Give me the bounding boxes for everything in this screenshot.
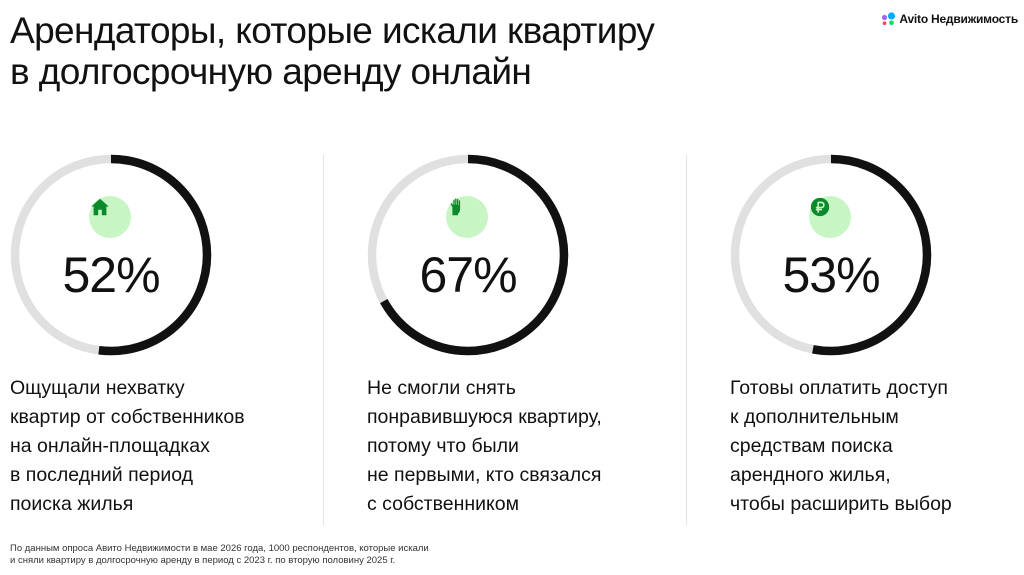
donut-arc-3 (730, 154, 932, 356)
house-icon (91, 198, 109, 216)
logo-brand: Avito (899, 12, 928, 26)
footnote-line-2: и сняли квартиру в долгосрочную аренду в… (10, 555, 396, 566)
stat-3-description: Готовы оплатить доступ к дополнительным … (730, 374, 1024, 519)
avito-logo-icon (882, 12, 896, 26)
footnote: По данным опроса Авито Недвижимости в ма… (10, 543, 429, 567)
donut-arc-1 (10, 154, 212, 356)
stat-1-line-2: квартир от собственников (10, 406, 245, 428)
stat-3-line-3: средствам поиска (730, 435, 893, 457)
stat-2-value: 67% (419, 247, 517, 303)
title-line-1: Арендаторы, которые искали квартиру (10, 10, 655, 51)
stat-1-line-5: поиска жилья (10, 493, 134, 515)
stat-3-line-2: к дополнительным (730, 406, 899, 428)
ruble-icon (810, 197, 830, 217)
page-title: Арендаторы, которые искали квартиру в до… (10, 10, 810, 92)
stat-2-line-2: понравившуюся квартиру, (367, 406, 602, 428)
donut-ring-3: 53% (730, 154, 932, 356)
avito-logo: Avito Недвижимость (880, 12, 1018, 26)
column-divider-2 (686, 155, 687, 525)
stat-2-line-4: не первыми, кто связался (367, 464, 602, 486)
stat-1-line-4: в последний период (10, 464, 194, 486)
footnote-line-1: По данным опроса Авито Недвижимости в ма… (10, 543, 429, 554)
hand-icon (450, 198, 461, 216)
stat-3-value: 53% (782, 247, 880, 303)
stat-3-line-5: чтобы расширить выбор (730, 493, 952, 515)
logo-suffix: Недвижимость (930, 12, 1018, 26)
stat-1-badge (89, 196, 131, 238)
stat-3-line-1: Готовы оплатить доступ (730, 377, 948, 399)
stat-2-badge (446, 196, 488, 238)
donut-ring-2: 67% (367, 154, 569, 356)
column-divider-1 (323, 155, 324, 525)
donut-svg-1 (10, 154, 212, 356)
stat-2-description: Не смогли снять понравившуюся квартиру, … (367, 374, 677, 519)
donut-svg-2 (367, 154, 569, 356)
stat-2-line-3: потому что были (367, 435, 519, 457)
stat-3-badge (809, 196, 851, 238)
donut-ring-1: 52% (10, 154, 212, 356)
stat-2-line-1: Не смогли снять (367, 377, 516, 399)
stat-2-line-5: с собственником (367, 493, 520, 515)
donut-svg-3 (730, 154, 932, 356)
stat-1-description: Ощущали нехватку квартир от собственнико… (10, 374, 320, 519)
stat-1-line-1: Ощущали нехватку (10, 377, 185, 399)
donut-arc-2 (367, 154, 569, 356)
title-line-2: в долгосрочную аренду онлайн (10, 51, 532, 92)
stat-3-line-4: арендного жилья, (730, 464, 891, 486)
stat-1-line-3: на онлайн-площадках (10, 435, 210, 457)
stat-1-value: 52% (62, 247, 160, 303)
